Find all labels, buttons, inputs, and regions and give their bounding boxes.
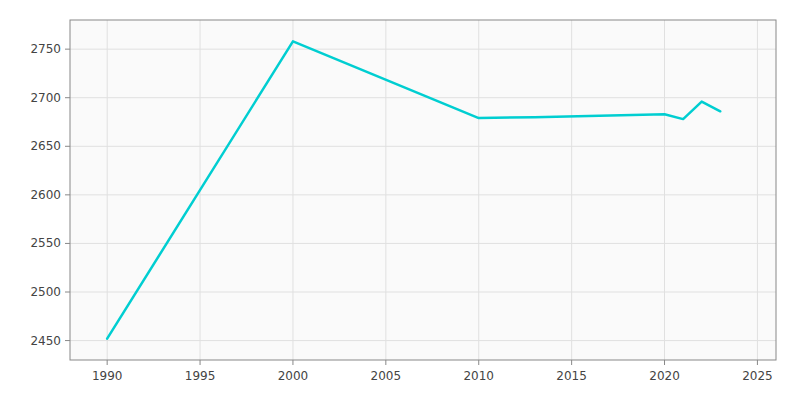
data-line xyxy=(107,41,720,338)
plot-frame xyxy=(70,20,776,360)
y-tick-label: 2750 xyxy=(30,42,61,56)
x-tick-label: 1990 xyxy=(92,369,123,383)
chart-container: 1990 1995 2000 2005 2010 2015 2020 2025 2450 2500… xyxy=(0,0,800,400)
y-tick-label: 2600 xyxy=(30,188,61,202)
x-grid-line xyxy=(757,20,758,360)
x-grid-line xyxy=(664,20,665,360)
y-tick-label: 2450 xyxy=(30,334,61,348)
axes: 1990 1995 2000 2005 2010 2015 2020 2025 2450 2500… xyxy=(30,20,776,383)
data-layer xyxy=(107,41,720,338)
x-tick xyxy=(478,360,479,365)
x-grid-line xyxy=(292,20,293,360)
y-tick xyxy=(65,146,70,147)
y-tick xyxy=(65,292,70,293)
grid xyxy=(70,20,776,360)
x-tick-label: 2025 xyxy=(742,369,773,383)
y-grid-line xyxy=(70,194,776,195)
x-tick xyxy=(200,360,201,365)
y-grid-line xyxy=(70,97,776,98)
y-grid-line xyxy=(70,292,776,293)
y-tick-label: 2700 xyxy=(30,91,61,105)
y-grid-line xyxy=(70,146,776,147)
x-grid-line xyxy=(571,20,572,360)
x-tick-label: 2010 xyxy=(463,369,494,383)
y-grid-line xyxy=(70,243,776,244)
y-tick xyxy=(65,49,70,50)
x-tick-label: 2000 xyxy=(278,369,309,383)
y-tick-label: 2500 xyxy=(30,285,61,299)
x-tick-label: 2020 xyxy=(649,369,680,383)
y-tick-label: 2550 xyxy=(30,236,61,250)
y-tick-label: 2650 xyxy=(30,139,61,153)
x-tick xyxy=(107,360,108,365)
y-grid-line xyxy=(70,340,776,341)
x-tick xyxy=(292,360,293,365)
x-tick xyxy=(385,360,386,365)
x-grid-line xyxy=(107,20,108,360)
x-tick xyxy=(571,360,572,365)
y-grid-line xyxy=(70,49,776,50)
y-tick xyxy=(65,194,70,195)
x-tick-label: 1995 xyxy=(185,369,216,383)
x-tick xyxy=(664,360,665,365)
x-grid-line xyxy=(478,20,479,360)
plot-background xyxy=(70,20,776,360)
x-grid-line xyxy=(385,20,386,360)
x-tick xyxy=(757,360,758,365)
y-tick xyxy=(65,243,70,244)
x-tick-label: 2015 xyxy=(556,369,587,383)
y-tick xyxy=(65,97,70,98)
y-tick xyxy=(65,340,70,341)
chart-svg: 1990 1995 2000 2005 2010 2015 2020 2025 2450 2500… xyxy=(0,0,800,400)
x-tick-label: 2005 xyxy=(371,369,402,383)
